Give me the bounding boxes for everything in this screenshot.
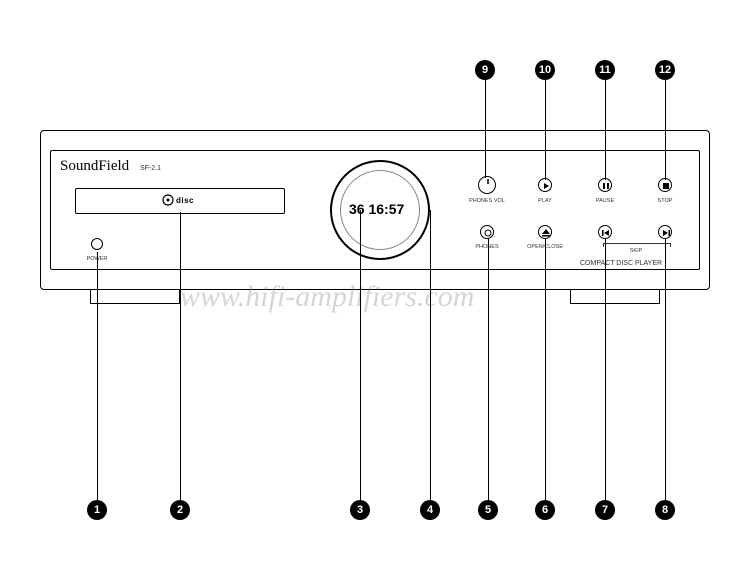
skip-fwd-button[interactable] [658, 225, 672, 239]
stop-button[interactable] [658, 178, 672, 192]
play-button[interactable] [538, 178, 552, 192]
callout-line [545, 80, 546, 180]
callout-line [665, 238, 666, 500]
stop-label: STOP [658, 198, 673, 204]
skip-label: SKIP [630, 248, 643, 254]
pause-button[interactable] [598, 178, 612, 192]
callout-number: 12 [655, 60, 675, 80]
callout-number: 2 [170, 500, 190, 520]
prev-icon [599, 226, 613, 240]
disc-tray: disc [75, 188, 285, 214]
phones-jack[interactable] [480, 225, 494, 239]
phones-vol-knob[interactable] [478, 176, 496, 194]
disc-logo-icon: disc [160, 194, 200, 208]
eject-icon [539, 226, 553, 240]
model-label: SF-2.1 [140, 165, 161, 172]
callout-number: 4 [420, 500, 440, 520]
callout-number: 3 [350, 500, 370, 520]
foot-right [570, 290, 660, 304]
callout-number: 8 [655, 500, 675, 520]
callout-number: 9 [475, 60, 495, 80]
phones-vol-label: PHONES VOL [469, 198, 505, 204]
callout-line [360, 210, 361, 500]
callout-number: 7 [595, 500, 615, 520]
callout-line [180, 212, 181, 500]
callout-line [485, 80, 486, 178]
callout-number: 6 [535, 500, 555, 520]
callout-number: 11 [595, 60, 615, 80]
display-readout: 36 16:57 [349, 201, 404, 217]
callout-number: 5 [478, 500, 498, 520]
callout-line [545, 238, 546, 500]
callout-number: 10 [535, 60, 555, 80]
svg-text:disc: disc [176, 196, 194, 205]
callout-line [97, 252, 98, 500]
stop-icon [659, 179, 673, 193]
callout-line [605, 238, 606, 500]
callout-line [488, 238, 489, 500]
callout-line [665, 80, 666, 180]
pause-icon [599, 179, 613, 193]
play-label: PLAY [538, 198, 552, 204]
callout-number: 1 [87, 500, 107, 520]
open-close-button[interactable] [538, 225, 552, 239]
skip-back-button[interactable] [598, 225, 612, 239]
next-icon [659, 226, 673, 240]
brand-label: SoundField [60, 158, 129, 175]
diagram-canvas: SoundField SF-2.1 disc POWER 36 16:57 PH… [0, 0, 750, 580]
knob-icon [479, 177, 497, 195]
skip-bracket [603, 243, 671, 247]
foot-left [90, 290, 180, 304]
device-type-label: COMPACT DISC PLAYER [580, 260, 662, 267]
play-icon [539, 179, 553, 193]
callout-line [430, 210, 431, 500]
pause-label: PAUSE [596, 198, 614, 204]
power-button[interactable] [91, 238, 103, 250]
callout-line [605, 80, 606, 180]
